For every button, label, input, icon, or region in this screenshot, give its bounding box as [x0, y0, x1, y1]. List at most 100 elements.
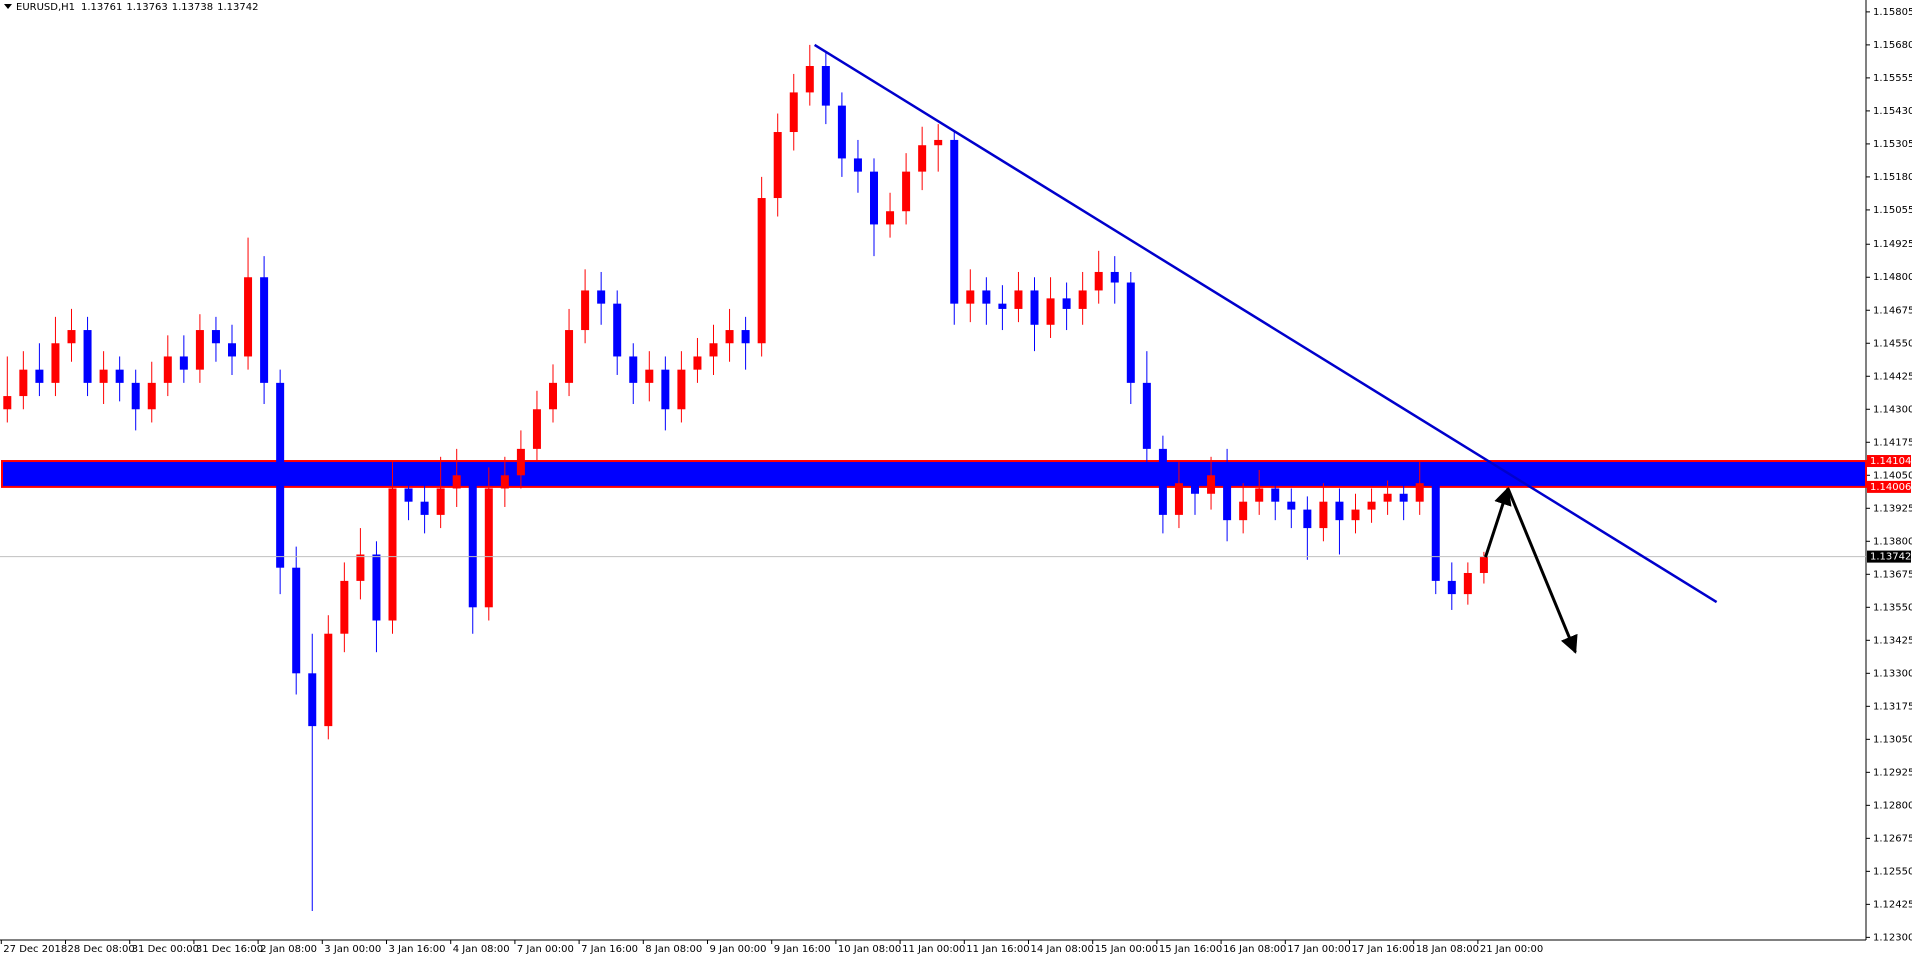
candle-body	[629, 356, 638, 383]
candle-body	[420, 501, 429, 515]
candle-body	[195, 330, 204, 370]
candle-body	[853, 158, 862, 172]
candle-body	[1110, 271, 1119, 283]
x-tick-label: 9 Jan 16:00	[774, 944, 831, 955]
candle-body	[468, 475, 477, 608]
candle-body	[757, 198, 766, 344]
y-tick-label: 1.15180	[1873, 172, 1912, 183]
candle-body	[805, 66, 814, 93]
x-tick-label: 14 Jan 08:00	[1031, 944, 1094, 955]
price-tag	[1867, 550, 1911, 563]
candle-body	[163, 356, 172, 383]
x-tick-label: 16 Jan 08:00	[1223, 944, 1286, 955]
x-tick-label: 17 Jan 16:00	[1352, 944, 1415, 955]
candle-body	[725, 330, 734, 344]
price-tag-label: 1.13742	[1870, 552, 1911, 563]
candle-body	[340, 580, 349, 634]
y-tick-label: 1.13550	[1873, 602, 1912, 613]
x-tick-label: 15 Jan 00:00	[1095, 944, 1158, 955]
candle-body	[1271, 488, 1280, 502]
candle-body	[741, 330, 750, 344]
y-tick-label: 1.13175	[1873, 701, 1912, 712]
candle-body	[83, 330, 92, 383]
candle-body	[1319, 501, 1328, 529]
y-tick-label: 1.14675	[1873, 305, 1912, 316]
x-tick-label: 11 Jan 16:00	[966, 944, 1029, 955]
candle-body	[51, 343, 60, 383]
candle-body	[532, 409, 541, 449]
candle-body	[982, 290, 991, 304]
candle-body	[1191, 483, 1199, 494]
candle-body	[1415, 483, 1424, 502]
candle-body	[709, 343, 718, 357]
candle-body	[147, 382, 156, 410]
y-tick-label: 1.14550	[1873, 338, 1912, 349]
candle-body	[1383, 493, 1392, 502]
candle-body	[693, 356, 702, 370]
symbol: EURUSD,H1	[16, 2, 75, 13]
forecast-arrow	[1484, 486, 1512, 558]
candle-body	[1287, 501, 1296, 510]
x-tick-label: 4 Jan 08:00	[453, 944, 510, 955]
candle-body	[276, 382, 285, 568]
candle-body	[886, 211, 895, 225]
candle-body	[998, 303, 1007, 309]
y-tick-label: 1.12300	[1873, 932, 1912, 943]
candle-body	[3, 396, 12, 410]
candle-body	[661, 369, 670, 410]
x-tick-label: 3 Jan 00:00	[324, 944, 381, 955]
candle-body	[1255, 488, 1264, 502]
candle-body	[211, 330, 220, 344]
y-tick-label: 1.15305	[1873, 139, 1912, 150]
x-tick-label: 7 Jan 00:00	[517, 944, 574, 955]
x-tick-label: 31 Dec 16:00	[196, 944, 263, 955]
y-tick-label: 1.14175	[1873, 437, 1912, 448]
candle-body	[1479, 556, 1488, 573]
candle-body	[516, 448, 525, 476]
y-tick-label: 1.12800	[1873, 800, 1912, 811]
y-tick-label: 1.14925	[1873, 239, 1912, 250]
candle-body	[436, 488, 445, 515]
candle-body	[404, 488, 413, 502]
candle-body	[1014, 290, 1023, 309]
x-tick-label: 31 Dec 00:00	[132, 944, 199, 955]
x-tick-label: 10 Jan 08:00	[838, 944, 901, 955]
candle-body	[837, 105, 846, 159]
x-tick-label: 9 Jan 00:00	[710, 944, 767, 955]
chart-header: EURUSD,H1 1.13761 1.13763 1.13738 1.13742	[16, 2, 258, 13]
price-tag	[1867, 455, 1911, 468]
candle-body	[372, 554, 381, 621]
candle-body	[1158, 448, 1167, 515]
candle-body	[388, 488, 397, 621]
resistance-zone	[1, 460, 1867, 488]
y-tick-label: 1.12675	[1873, 833, 1912, 844]
candle-body	[1303, 509, 1312, 529]
candle-body	[773, 132, 782, 199]
y-tick-label: 1.14425	[1873, 371, 1912, 382]
x-tick-label: 27 Dec 2018	[3, 944, 67, 955]
price-tag-label: 1.14006	[1870, 482, 1911, 493]
y-tick-label: 1.13300	[1873, 668, 1912, 679]
quote: 1.13742	[217, 2, 258, 13]
quote: 1.13761	[81, 2, 122, 13]
candle-body	[1223, 475, 1232, 521]
candle-body	[1447, 580, 1456, 595]
candle-body	[1351, 509, 1360, 521]
candle-body	[452, 475, 461, 489]
x-tick-label: 18 Jan 08:00	[1416, 944, 1479, 955]
candle-body	[677, 369, 686, 410]
menu-triangle[interactable]	[4, 4, 12, 9]
price-tag	[1867, 480, 1911, 493]
candle-body	[789, 92, 798, 133]
candle-body	[645, 369, 654, 383]
candle-body	[613, 303, 622, 357]
candle-body	[581, 290, 590, 331]
candle-body	[228, 343, 236, 357]
y-tick-label: 1.15055	[1873, 205, 1912, 216]
trendline	[813, 43, 1718, 604]
y-tick-label: 1.13425	[1873, 635, 1912, 646]
candle-body	[549, 382, 557, 410]
x-tick-label: 3 Jan 16:00	[389, 944, 446, 955]
candle-body	[131, 382, 140, 410]
y-tick-label: 1.13800	[1873, 536, 1912, 547]
